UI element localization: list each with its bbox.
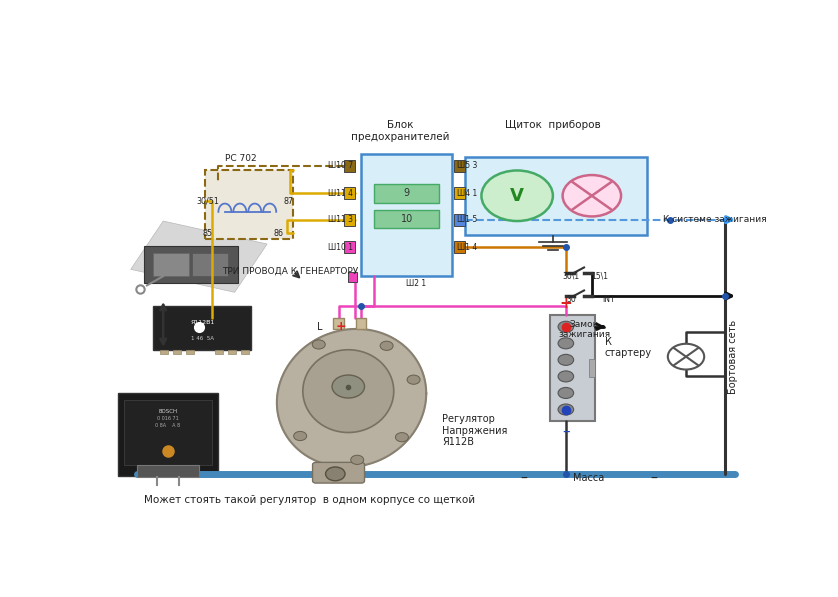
Text: К системе зажигания: К системе зажигания	[664, 215, 767, 224]
Text: 87: 87	[283, 197, 293, 206]
Text: Ш10 1: Ш10 1	[328, 243, 353, 252]
Text: Ш2 1: Ш2 1	[406, 279, 427, 288]
FancyBboxPatch shape	[228, 350, 236, 355]
Text: 30\1: 30\1	[562, 272, 580, 281]
Text: 86: 86	[274, 229, 284, 238]
FancyBboxPatch shape	[215, 350, 223, 355]
Circle shape	[332, 375, 365, 398]
FancyBboxPatch shape	[361, 155, 453, 276]
Text: Ш11 4: Ш11 4	[328, 189, 353, 198]
Text: 15\1: 15\1	[591, 272, 608, 281]
Circle shape	[558, 387, 574, 398]
Text: –: –	[650, 472, 657, 485]
Text: Бортовая сеть: Бортовая сеть	[728, 319, 738, 393]
FancyBboxPatch shape	[137, 464, 199, 477]
Text: Блок
предохранителей: Блок предохранителей	[351, 120, 449, 141]
Circle shape	[558, 355, 574, 365]
Circle shape	[668, 344, 704, 370]
FancyBboxPatch shape	[344, 160, 355, 172]
Circle shape	[313, 340, 325, 349]
Text: Ш1 5: Ш1 5	[458, 215, 478, 224]
FancyBboxPatch shape	[588, 359, 595, 377]
Text: 9: 9	[404, 189, 410, 198]
Text: 1 46  5А: 1 46 5А	[191, 336, 214, 341]
Text: 0 016 71: 0 016 71	[157, 416, 178, 421]
FancyBboxPatch shape	[344, 214, 355, 226]
Text: РС 702: РС 702	[225, 153, 257, 162]
Text: 85: 85	[202, 229, 212, 238]
Text: Масса: Масса	[573, 473, 604, 484]
Text: BOSCH: BOSCH	[158, 410, 178, 414]
Circle shape	[407, 375, 420, 384]
Circle shape	[481, 171, 553, 221]
FancyBboxPatch shape	[453, 187, 465, 199]
FancyBboxPatch shape	[453, 160, 465, 172]
Polygon shape	[277, 329, 427, 467]
FancyBboxPatch shape	[153, 253, 189, 276]
Circle shape	[558, 371, 574, 382]
Text: Ш11 3: Ш11 3	[328, 215, 353, 224]
FancyBboxPatch shape	[465, 156, 647, 235]
FancyBboxPatch shape	[334, 318, 344, 329]
FancyBboxPatch shape	[124, 401, 212, 464]
Text: +: +	[560, 296, 572, 310]
Text: Замок
зажигания: Замок зажигания	[558, 320, 610, 339]
Circle shape	[325, 467, 345, 481]
Circle shape	[380, 341, 393, 350]
FancyBboxPatch shape	[193, 253, 228, 276]
FancyBboxPatch shape	[153, 306, 251, 350]
FancyBboxPatch shape	[356, 318, 366, 329]
Circle shape	[351, 456, 364, 464]
Text: –: –	[562, 423, 570, 438]
Circle shape	[558, 321, 574, 333]
FancyBboxPatch shape	[375, 184, 439, 202]
FancyBboxPatch shape	[344, 187, 355, 199]
FancyBboxPatch shape	[144, 247, 238, 283]
Circle shape	[558, 338, 574, 349]
Text: Щиток  приборов: Щиток приборов	[505, 120, 601, 130]
Text: Я112В1: Я112В1	[190, 319, 215, 325]
FancyBboxPatch shape	[186, 350, 194, 355]
Polygon shape	[131, 221, 267, 293]
Circle shape	[558, 404, 574, 415]
Text: 30: 30	[566, 294, 576, 304]
FancyBboxPatch shape	[117, 393, 219, 476]
FancyBboxPatch shape	[375, 210, 439, 228]
Text: 0 8A    A 8: 0 8A A 8	[155, 423, 180, 428]
Text: INT: INT	[602, 294, 614, 304]
Circle shape	[293, 432, 307, 441]
FancyBboxPatch shape	[241, 350, 249, 355]
Ellipse shape	[303, 350, 394, 432]
FancyBboxPatch shape	[160, 350, 168, 355]
Text: Ш10 7: Ш10 7	[328, 161, 353, 170]
FancyBboxPatch shape	[453, 214, 465, 226]
Circle shape	[396, 433, 408, 442]
Text: Ш5 3: Ш5 3	[458, 161, 478, 170]
FancyBboxPatch shape	[348, 272, 357, 282]
Text: 30/51: 30/51	[196, 197, 219, 206]
FancyBboxPatch shape	[173, 350, 181, 355]
FancyBboxPatch shape	[205, 171, 293, 239]
FancyBboxPatch shape	[313, 462, 365, 483]
Text: –: –	[520, 472, 527, 485]
Text: Может стоять такой регулятор  в одном корпусе со щеткой: Может стоять такой регулятор в одном кор…	[144, 495, 475, 505]
Text: V: V	[510, 187, 524, 205]
Text: 10: 10	[401, 214, 413, 224]
Text: L: L	[317, 322, 323, 332]
Text: Ш4 1: Ш4 1	[458, 189, 478, 198]
Text: Ш1 4: Ш1 4	[458, 243, 478, 252]
FancyBboxPatch shape	[344, 241, 355, 253]
FancyBboxPatch shape	[550, 315, 595, 421]
Text: Регулятор
Напряжения
Я112В: Регулятор Напряжения Я112В	[442, 414, 508, 447]
FancyBboxPatch shape	[453, 241, 465, 253]
Text: К
стартеру: К стартеру	[605, 337, 652, 358]
Circle shape	[562, 175, 621, 217]
Text: +: +	[336, 320, 346, 333]
Text: ТРИ ПРОВОДА К ГЕНЕАРТОРУ: ТРИ ПРОВОДА К ГЕНЕАРТОРУ	[221, 267, 358, 276]
